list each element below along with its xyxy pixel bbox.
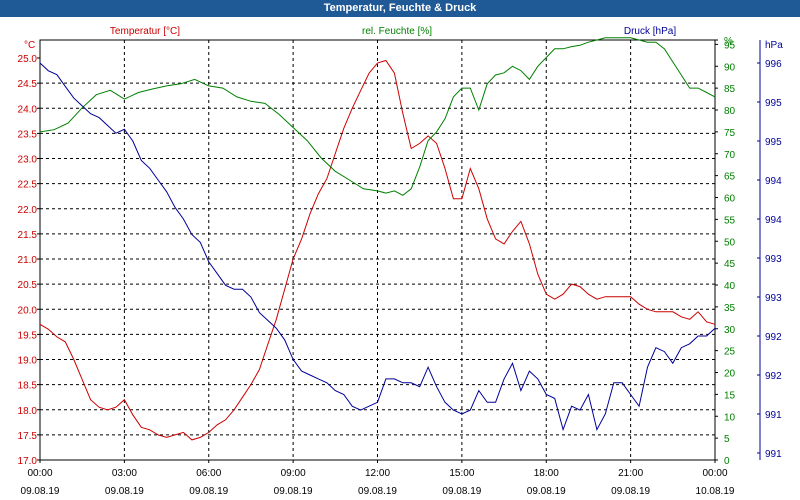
temperature-tick-label: 22.0 — [18, 205, 38, 216]
x-tick-date: 09.08.19 — [442, 486, 481, 497]
temperature-tick-label: 17.5 — [18, 431, 38, 442]
humidity-tick-label: 25 — [724, 347, 736, 358]
x-tick-date: 10.08.19 — [696, 486, 735, 497]
x-axis: 00:00 09.08.19 03:00 09.08.19 06:00 09.08.19 0… — [21, 460, 735, 497]
pressure-tick-label: 993 — [765, 254, 782, 265]
temperature-tick-label: 25.0 — [18, 54, 38, 65]
humidity-tick-label: 50 — [724, 237, 736, 248]
pressure-tick-label: 996 — [765, 59, 782, 70]
humidity-tick-label: 95 — [724, 40, 736, 51]
x-tick-time: 12:00 — [365, 468, 390, 479]
temperature-unit: °C — [24, 40, 35, 51]
temperature-tick-label: 24.5 — [18, 79, 38, 90]
pressure-tick-label: 993 — [765, 293, 782, 304]
humidity-line — [39, 37, 716, 196]
x-tick-time: 00:00 — [27, 468, 52, 479]
x-tick-date: 09.08.19 — [358, 486, 397, 497]
humidity-tick-label: 80 — [724, 106, 736, 117]
x-tick-time: 03:00 — [112, 468, 137, 479]
humidity-tick-label: 40 — [724, 281, 736, 292]
temperature-tick-label: 18.5 — [18, 381, 38, 392]
temperature-tick-label: 23.5 — [18, 129, 38, 140]
x-tick-date: 09.08.19 — [21, 486, 60, 497]
humidity-tick-label: 75 — [724, 128, 736, 139]
window-title: Temperatur, Feuchte & Druck — [0, 0, 800, 17]
temperature-line — [39, 59, 716, 441]
humidity-tick-label: 15 — [724, 390, 736, 401]
humidity-axis-title: rel. Feuchte [%] — [362, 26, 432, 37]
pressure-tick-label: 991 — [765, 449, 782, 460]
temperature-tick-label: 21.0 — [18, 255, 38, 266]
temperature-tick-label: 23.0 — [18, 155, 38, 166]
humidity-tick-label: % — [724, 36, 733, 47]
pressure-unit: hPa — [765, 40, 783, 51]
axis-titles: Temperatur [°C] rel. Feuchte [%] Druck [… — [24, 26, 783, 51]
humidity-tick-label: 65 — [724, 172, 736, 183]
x-tick-time: 09:00 — [281, 468, 306, 479]
x-tick-date: 09.08.19 — [274, 486, 313, 497]
pressure-tick-label: 994 — [765, 215, 782, 226]
pressure-tick-label: 995 — [765, 98, 782, 109]
x-tick-time: 06:00 — [196, 468, 221, 479]
humidity-tick-label: 85 — [724, 84, 736, 95]
humidity-tick-label: 55 — [724, 215, 736, 226]
temperature-tick-label: 18.0 — [18, 406, 38, 417]
x-tick-date: 09.08.19 — [527, 486, 566, 497]
humidity-tick-label: 20 — [724, 369, 736, 380]
temperature-tick-label: 20.0 — [18, 305, 38, 316]
pressure-axis-title: Druck [hPa] — [624, 26, 676, 37]
humidity-tick-label: 90 — [724, 62, 736, 73]
humidity-tick-label: 5 — [724, 434, 730, 445]
x-tick-date: 09.08.19 — [611, 486, 650, 497]
pressure-tick-label: 992 — [765, 371, 782, 382]
temperature-tick-label: 20.5 — [18, 280, 38, 291]
humidity-tick-label: 0 — [724, 456, 730, 467]
x-tick-time: 15:00 — [449, 468, 474, 479]
pressure-tick-label: 995 — [765, 137, 782, 148]
pressure-tick-label: 991 — [765, 410, 782, 421]
pressure-axis: 996 995 995 994 994 993 993 992 992 991 991 — [757, 40, 782, 460]
temperature-tick-label: 24.0 — [18, 104, 38, 115]
humidity-tick-label: 35 — [724, 303, 736, 314]
temperature-tick-label: 17.0 — [18, 456, 38, 467]
humidity-tick-label: 10 — [724, 412, 736, 423]
humidity-tick-label: 70 — [724, 150, 736, 161]
pressure-line — [39, 62, 716, 432]
x-tick-time: 00:00 — [702, 468, 727, 479]
humidity-tick-label: 30 — [724, 325, 736, 336]
grid — [40, 40, 715, 460]
temperature-tick-label: 19.0 — [18, 356, 38, 367]
humidity-tick-label: 45 — [724, 259, 736, 270]
x-tick-date: 09.08.19 — [105, 486, 144, 497]
pressure-tick-label: 992 — [765, 332, 782, 343]
x-tick-date: 09.08.19 — [189, 486, 228, 497]
series-layer — [39, 37, 716, 441]
temperature-tick-label: 19.5 — [18, 330, 38, 341]
x-tick-time: 18:00 — [534, 468, 559, 479]
temperature-axis-title: Temperatur [°C] — [110, 26, 180, 37]
temperature-axis: 25.0 24.5 24.0 23.5 23.0 22.5 22.0 21.5 21.0 20.5… — [18, 54, 40, 467]
temperature-tick-label: 21.5 — [18, 230, 38, 241]
pressure-tick-label: 994 — [765, 176, 782, 187]
temperature-tick-label: 22.5 — [18, 180, 38, 191]
x-tick-time: 21:00 — [618, 468, 643, 479]
humidity-tick-label: 60 — [724, 194, 736, 205]
